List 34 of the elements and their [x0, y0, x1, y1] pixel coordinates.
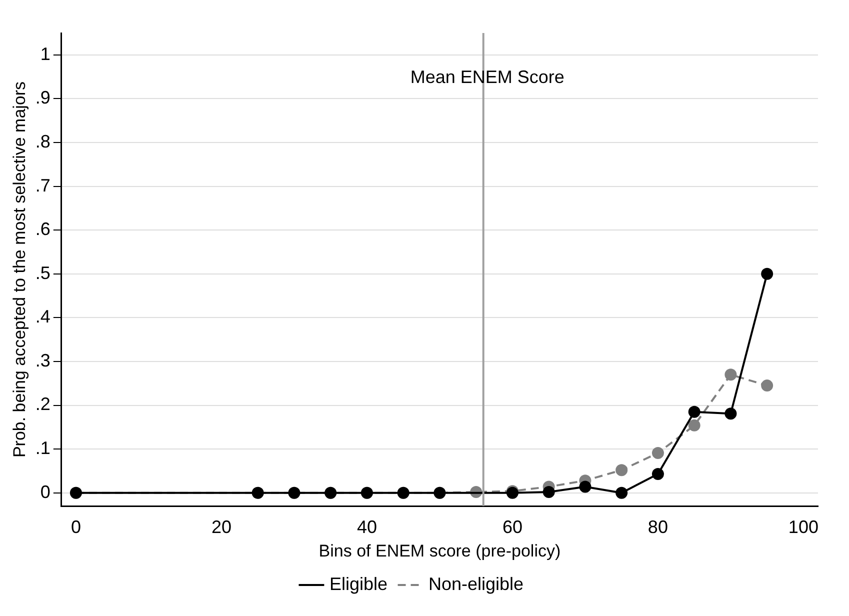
- point: [724, 408, 737, 420]
- y-axis-title: Prob. being accepted to the most selective majors: [10, 81, 29, 458]
- point: [542, 486, 555, 498]
- point: [616, 486, 628, 499]
- point: [616, 464, 628, 476]
- y-tick-label: .3: [35, 350, 50, 370]
- y-tick-label: .7: [35, 175, 50, 196]
- point: [652, 447, 664, 460]
- point: [761, 268, 774, 280]
- point: [688, 406, 700, 418]
- x-tick-label: 20: [211, 516, 232, 537]
- y-tick-label: 1: [40, 44, 50, 64]
- x-tick-label: 80: [648, 516, 668, 537]
- y-tick-label: .8: [35, 131, 50, 152]
- legend-label: Eligible: [329, 574, 388, 594]
- y-tick-label: .1: [35, 438, 50, 458]
- point: [652, 468, 664, 480]
- point: [688, 419, 700, 432]
- y-tick-label: .4: [35, 306, 50, 327]
- y-tick-label: .5: [35, 262, 50, 283]
- point: [724, 368, 737, 381]
- ref-line-label: Mean ENEM Score: [410, 66, 564, 87]
- x-tick-label: 100: [788, 516, 818, 537]
- x-tick-label: 60: [502, 516, 522, 537]
- x-axis-title: Bins of ENEM score (pre-policy): [318, 541, 561, 560]
- x-tick-label: 0: [70, 516, 81, 537]
- point: [579, 480, 592, 493]
- y-tick-label: .2: [35, 394, 50, 414]
- y-tick-label: .9: [35, 88, 50, 108]
- y-tick-label: 0: [40, 482, 50, 502]
- y-tick-label: .6: [35, 219, 50, 240]
- point: [761, 380, 774, 392]
- x-tick-label: 40: [356, 516, 377, 537]
- legend-label: Non-eligible: [428, 574, 524, 594]
